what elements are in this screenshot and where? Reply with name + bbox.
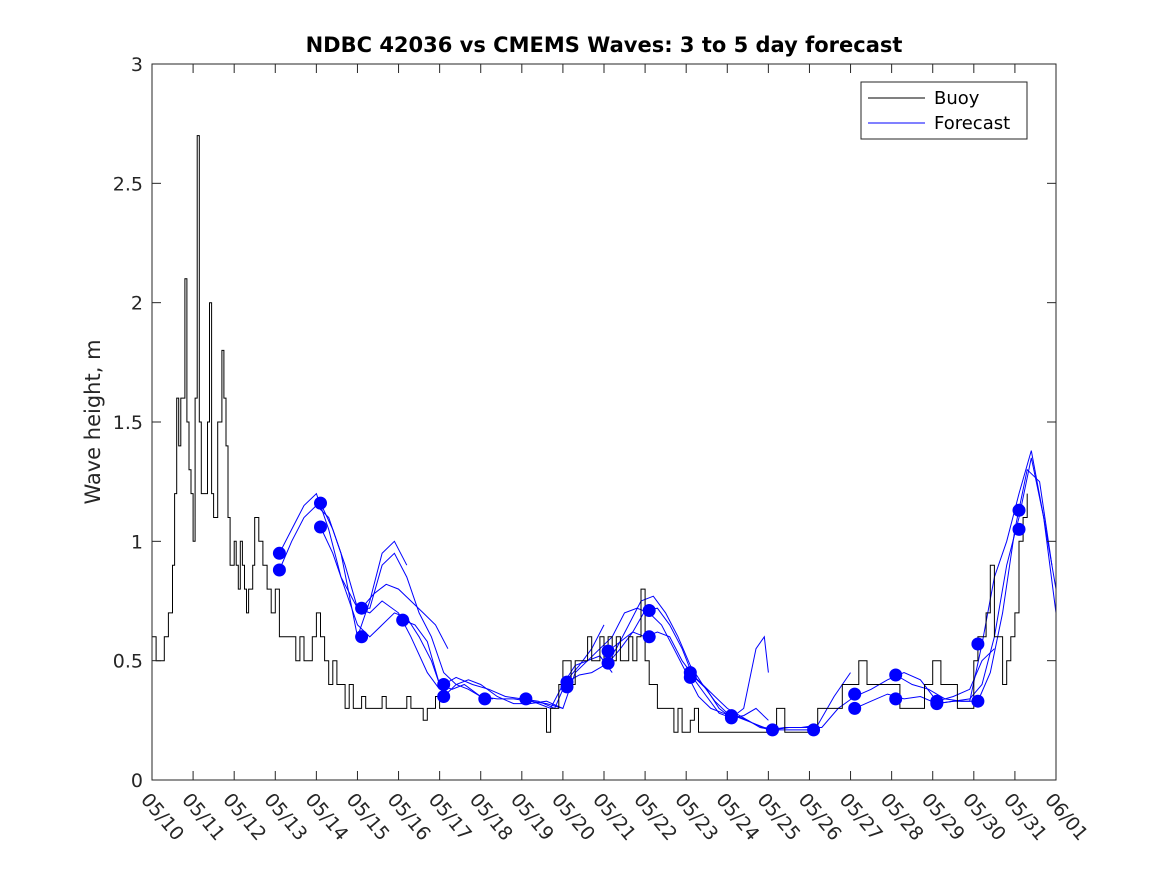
forecast-point (355, 601, 369, 615)
forecast-point (601, 656, 615, 670)
legend-label-forecast: Forecast (934, 113, 1010, 134)
y-tick-label: 2.5 (113, 173, 143, 195)
y-axis-label: Wave height, m (81, 339, 105, 504)
forecast-points-group (272, 496, 1026, 737)
forecast-series-line (320, 502, 494, 700)
forecast-point (396, 613, 410, 627)
forecast-point (1012, 503, 1026, 517)
chart-title: NDBC 42036 vs CMEMS Waves: 3 to 5 day fo… (306, 33, 903, 57)
forecast-series-line (607, 607, 769, 721)
y-tick-label: 2 (131, 293, 143, 315)
legend: Buoy Forecast (860, 81, 1028, 140)
forecast-point (437, 690, 451, 703)
forecast-point (889, 668, 903, 682)
y-tick-label: 1 (131, 531, 143, 553)
legend-label-buoy: Buoy (934, 88, 980, 109)
forecast-point (971, 637, 985, 651)
forecast-point (355, 630, 369, 644)
forecast-point (314, 520, 327, 534)
forecast-point (272, 563, 286, 577)
forecast-series-line (689, 672, 851, 731)
y-tick-label: 3 (131, 54, 143, 76)
forecast-point (683, 670, 697, 684)
y-tick-label: 0.5 (113, 651, 143, 673)
forecast-point (1012, 522, 1026, 536)
forecast-point (478, 692, 492, 706)
forecast-point (519, 692, 533, 706)
forecast-point (642, 630, 656, 644)
forecast-series-line (361, 583, 449, 649)
forecast-point (807, 723, 821, 737)
forecast-point (642, 604, 656, 617)
forecast-series-line (936, 450, 1057, 705)
legend-box (860, 81, 1028, 140)
forecast-point (560, 680, 574, 694)
plot-area (152, 64, 1056, 780)
forecast-point (848, 701, 862, 715)
y-tick-label: 0 (131, 770, 143, 792)
forecast-point (971, 694, 985, 708)
forecast-point (314, 496, 327, 510)
forecast-point (437, 678, 451, 691)
forecast-point (601, 644, 615, 658)
forecast-point (930, 697, 944, 711)
forecast-point (272, 546, 286, 560)
forecast-point (848, 687, 862, 701)
forecast-series-line (895, 468, 1053, 702)
forecast-series-line (320, 526, 445, 697)
forecast-point (766, 723, 779, 737)
forecast-point (724, 711, 738, 725)
forecast-point (889, 692, 903, 706)
y-tick-label: 1.5 (113, 412, 143, 434)
